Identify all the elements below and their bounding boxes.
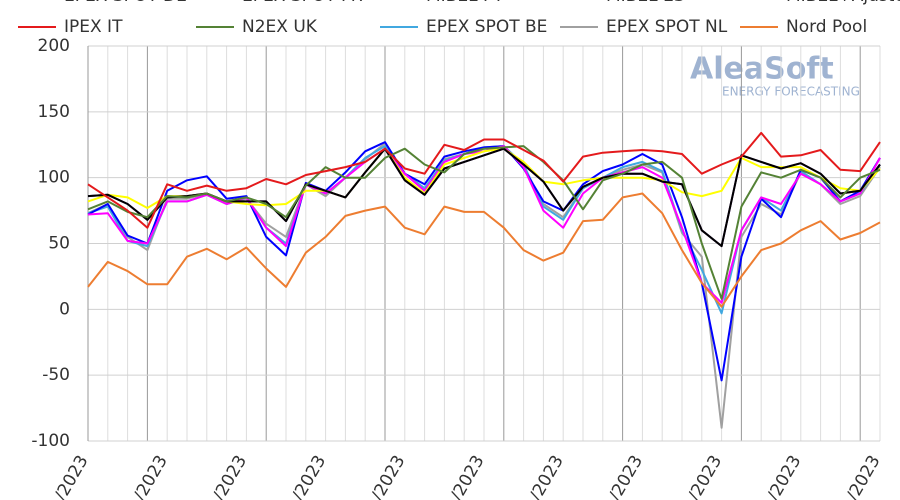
y-tick-label: -100 — [31, 431, 70, 451]
x-tick-label: /2023 — [526, 452, 568, 500]
x-tick-label: /2023 — [605, 452, 647, 500]
series-line — [87, 192, 881, 308]
legend-label: EPEX SPOT FR — [242, 0, 363, 6]
legend-label: EPEX SPOT DE — [64, 0, 187, 6]
x-tick-label: /2023 — [684, 452, 726, 500]
series-line — [87, 131, 881, 229]
y-tick-label: 50 — [48, 234, 70, 254]
x-tick-label: /2023 — [288, 452, 330, 500]
logo-tagline: ENERGY FORECASTING — [722, 85, 860, 99]
y-tick-label: 100 — [38, 168, 70, 188]
x-tick-label: /2023 — [130, 452, 172, 500]
legend-label: MIBEL+Ajuste — [786, 0, 900, 6]
y-tick-label: 0 — [59, 299, 70, 319]
legend-label: MIBEL ES — [606, 0, 685, 6]
logo-name: AleaSoft — [690, 52, 834, 87]
x-tick-label: /2023 — [447, 452, 489, 500]
x-tick-label: /2023 — [51, 452, 93, 500]
legend-label: IPEX IT — [64, 17, 123, 37]
x-tick-label: /2023 — [764, 452, 806, 500]
legend-label: N2EX UK — [242, 17, 318, 37]
series-line — [87, 141, 881, 382]
y-tick-label: 150 — [38, 102, 70, 122]
y-tick-label: -50 — [42, 365, 70, 385]
legend-label: EPEX SPOT BE — [426, 17, 547, 37]
y-tick-label: 200 — [38, 36, 70, 56]
legend-label: Nord Pool — [786, 17, 867, 37]
legend-label: EPEX SPOT NL — [606, 17, 728, 37]
legend-label: MIBEL PT — [426, 0, 504, 6]
series-line — [87, 145, 881, 300]
x-tick-label: /2023 — [368, 452, 410, 500]
x-tick-label: /2023 — [843, 452, 885, 500]
x-tick-label: /2023 — [209, 452, 251, 500]
